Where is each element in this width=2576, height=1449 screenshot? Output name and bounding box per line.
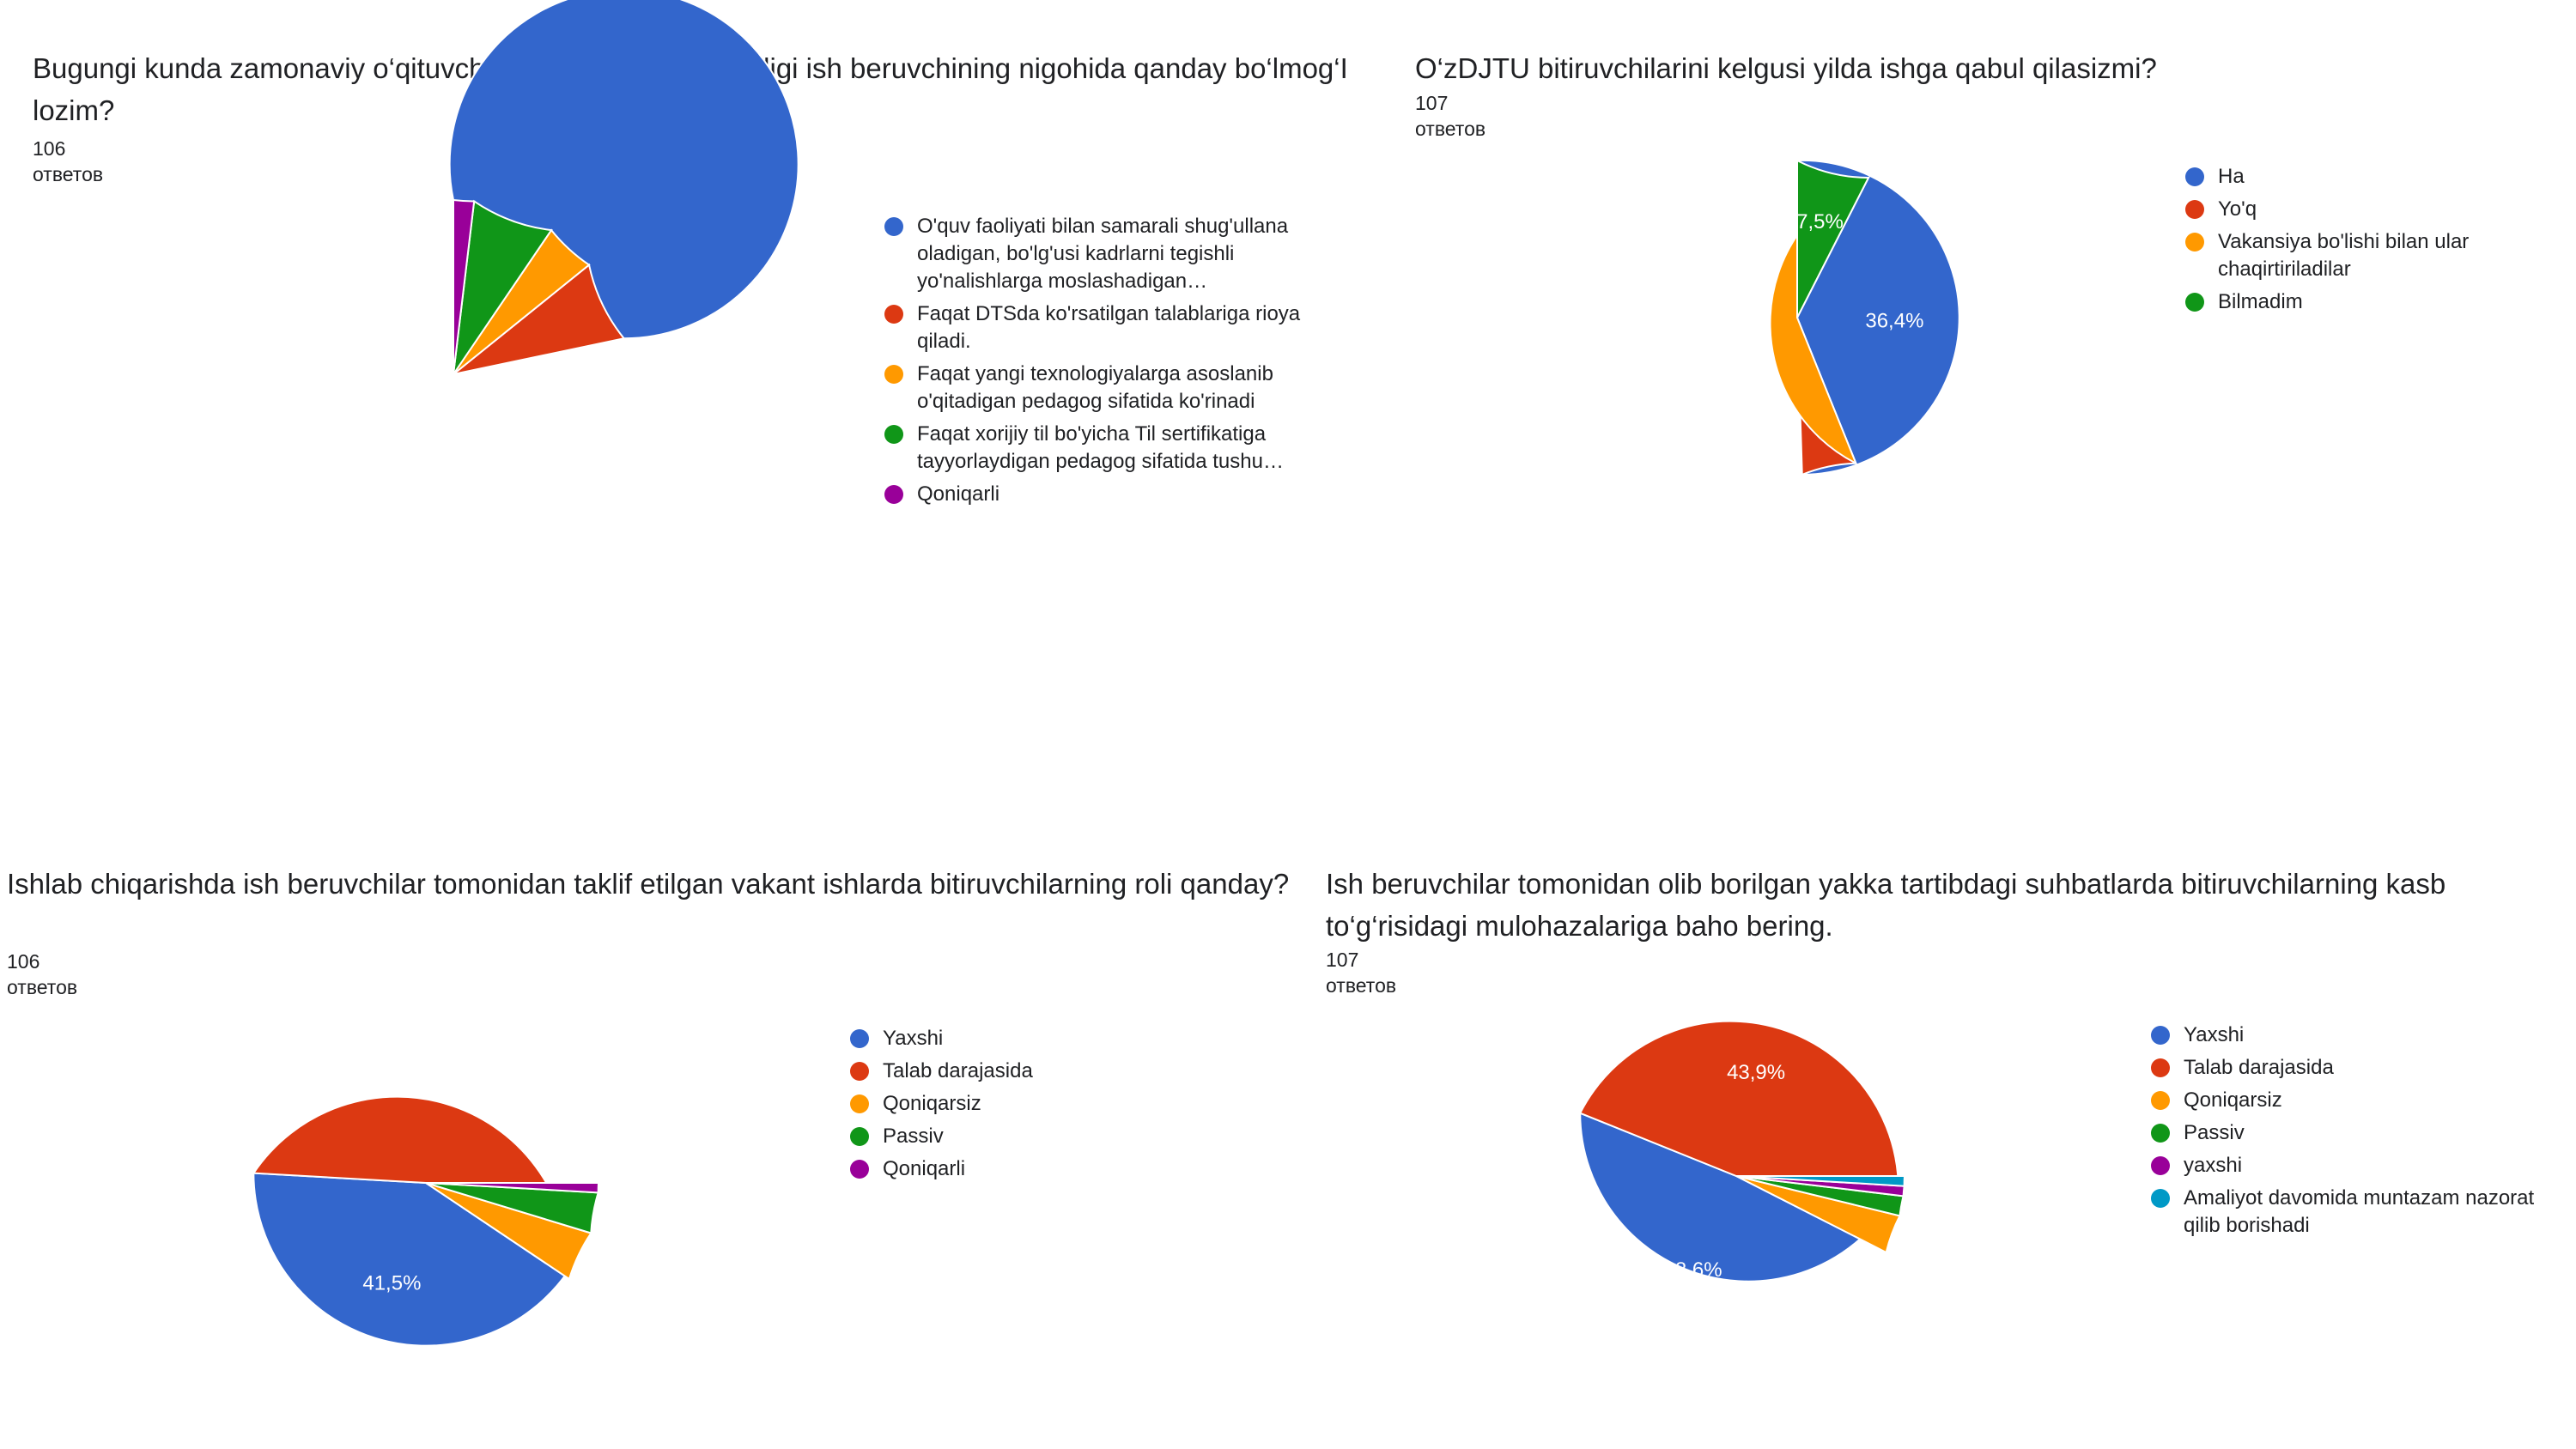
legend-label: Qoniqarli (883, 1157, 966, 1180)
legend-item[interactable]: Talab darajasida (2151, 1054, 2572, 1082)
legend-label: Vakansiya bo'lishi bilan ular chaqirtiri… (2218, 230, 2470, 281)
legend-label: Yo'q (2218, 197, 2257, 221)
pie-slice (425, 1182, 600, 1194)
legend-item[interactable]: yaxshi (2151, 1152, 2572, 1179)
legend-item[interactable]: Passiv (850, 1123, 1279, 1150)
pie-slice (453, 198, 476, 375)
legend-item[interactable]: Qoniqarli (850, 1155, 1279, 1183)
legend-swatch (884, 485, 903, 504)
legend-item[interactable]: O'quv faoliyati bilan samarali shug'ulla… (884, 213, 1357, 295)
legend-item[interactable]: Yaxshi (850, 1025, 1279, 1052)
legend-label: Qoniqarsiz (2184, 1088, 2282, 1112)
chart-title: Ish beruvchilar tomonidan olib borilgan … (1326, 868, 2446, 942)
legend-swatch (2151, 1156, 2170, 1175)
legend-swatch (2151, 1189, 2170, 1208)
chart-legend: Ha Yo'q Vakansiya bo'lishi bilan ular chaq… (2185, 163, 2537, 321)
legend-item[interactable]: Yo'q (2185, 196, 2537, 223)
legend-label: Faqat yangi texnologiyalarga asoslanib o… (917, 362, 1273, 413)
slice-percent-label: 36,4% (1865, 309, 1923, 332)
chart-legend: Yaxshi Talab darajasida Qoniqarsiz Passiv Qo… (850, 1025, 1279, 1188)
response-count: 106 ответов (7, 950, 78, 998)
chart-legend: Yaxshi Talab darajasida Qoniqarsiz Passiv ya… (2151, 1022, 2572, 1245)
slice-percent-label: 48,6% (1664, 1258, 1722, 1282)
legend-item[interactable]: Amaliyot davomida muntazam nazorat qilib… (2151, 1185, 2572, 1240)
pie-slice (1796, 159, 1870, 318)
legend-item[interactable]: Faqat DTSda ko'rsatilgan talablariga rio… (884, 300, 1357, 355)
legend-label: Amaliyot davomida muntazam nazorat qilib… (2184, 1186, 2535, 1237)
legend-item[interactable]: Talab darajasida (850, 1058, 1279, 1085)
legend-item[interactable]: Faqat xorijiy til bo'yicha Til sertifika… (884, 421, 1357, 476)
legend-swatch (2185, 200, 2204, 219)
legend-swatch (884, 305, 903, 324)
legend-label: Bilmadim (2218, 290, 2303, 313)
slice-percent-label: 7,5% (1796, 210, 1844, 233)
response-count: 106 ответов (33, 137, 104, 185)
legend-swatch (2185, 167, 2204, 186)
legend-swatch (850, 1094, 869, 1113)
response-count: 107 ответов (1415, 92, 1486, 140)
legend-label: Passiv (883, 1125, 944, 1148)
legend-swatch (2151, 1058, 2170, 1077)
chart-title: O‘zDJTU bitiruvchilarini kelgusi yilda i… (1415, 52, 2157, 84)
legend-label: Yaxshi (883, 1027, 944, 1050)
slice-percent-label: 50,5% (1671, 306, 1729, 330)
legend-label: Faqat DTSda ko'rsatilgan talablariga rio… (917, 302, 1301, 353)
legend-item[interactable]: Qoniqarsiz (850, 1090, 1279, 1118)
legend-item[interactable]: Vakansiya bo'lishi bilan ular chaqirtiri… (2185, 228, 2537, 283)
legend-item[interactable]: Passiv (2151, 1119, 2572, 1147)
legend-label: O'quv faoliyati bilan samarali shug'ulla… (917, 215, 1289, 293)
legend-swatch (850, 1029, 869, 1048)
legend-label: yaxshi (2184, 1154, 2243, 1177)
slice-percent-label: 49,1% (399, 1064, 458, 1087)
legend-swatch (2185, 293, 2204, 312)
legend-swatch (2151, 1124, 2170, 1143)
legend-label: Passiv (2184, 1121, 2245, 1144)
chart-legend: O'quv faoliyati bilan samarali shug'ulla… (884, 213, 1357, 513)
legend-item[interactable]: Yaxshi (2151, 1022, 2572, 1049)
legend-swatch (2151, 1091, 2170, 1110)
legend-swatch (884, 365, 903, 384)
legend-item[interactable]: Faqat yangi texnologiyalarga asoslanib o… (884, 361, 1357, 415)
legend-swatch (2185, 233, 2204, 252)
legend-label: Talab darajasida (2184, 1056, 2334, 1079)
legend-label: Qoniqarli (917, 482, 1000, 506)
pie-slice (1735, 1175, 1906, 1187)
slice-percent-label: 43,9% (1727, 1061, 1785, 1084)
legend-label: Talab darajasida (883, 1059, 1033, 1082)
legend-item[interactable]: Qoniqarli (884, 481, 1357, 508)
legend-swatch (850, 1062, 869, 1081)
legend-label: Ha (2218, 165, 2245, 188)
pie-slice (453, 199, 553, 375)
response-count: 107 ответов (1326, 949, 1397, 997)
legend-label: Qoniqarsiz (883, 1092, 981, 1115)
legend-swatch (884, 217, 903, 236)
legend-swatch (850, 1160, 869, 1179)
pie-slice (453, 263, 626, 375)
legend-swatch (884, 425, 903, 444)
legend-swatch (850, 1127, 869, 1146)
chart-title: Ishlab chiqarishda ish beruvchilar tomon… (7, 868, 1290, 900)
legend-item[interactable]: Ha (2185, 163, 2537, 191)
legend-swatch (2151, 1026, 2170, 1045)
legend-label: Faqat xorijiy til bo'yicha Til sertifika… (917, 422, 1284, 473)
legend-item[interactable]: Qoniqarsiz (2151, 1087, 2572, 1114)
slice-percent-label: 78,3% (356, 446, 415, 469)
slice-percent-label: 41,5% (362, 1272, 421, 1295)
legend-item[interactable]: Bilmadim (2185, 288, 2537, 316)
legend-label: Yaxshi (2184, 1023, 2245, 1046)
